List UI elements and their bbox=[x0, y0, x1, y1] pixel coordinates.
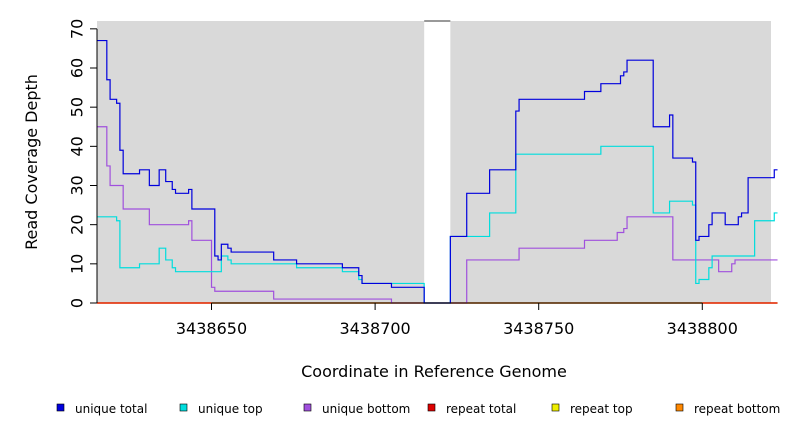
legend-swatch bbox=[179, 403, 188, 412]
legend-label: repeat top bbox=[570, 402, 633, 416]
legend-label: unique top bbox=[198, 402, 263, 416]
y-tick-label: 30 bbox=[68, 175, 87, 195]
legend-swatch bbox=[675, 403, 684, 412]
legend: unique total unique top unique bottom repea… bbox=[56, 402, 780, 416]
y-tick-label: 0 bbox=[68, 298, 87, 308]
legend-label: unique bottom bbox=[322, 402, 410, 416]
series-unique-total bbox=[97, 39, 778, 304]
y-tick-label: 70 bbox=[68, 19, 87, 39]
plot-panel-right bbox=[450, 21, 771, 303]
legend-swatch bbox=[56, 403, 65, 412]
y-tick-label: 40 bbox=[68, 136, 87, 156]
legend-item: repeat top bbox=[551, 402, 633, 416]
legend-item: repeat total bbox=[427, 402, 516, 416]
legend-swatch bbox=[551, 403, 560, 412]
y-axis-title: Read Coverage Depth bbox=[22, 74, 41, 250]
plot-panel-left bbox=[97, 21, 425, 303]
legend-item: unique top bbox=[179, 402, 263, 416]
legend-label: unique total bbox=[75, 402, 147, 416]
legend-label: repeat bottom bbox=[694, 402, 780, 416]
x-tick-label: 3438700 bbox=[339, 319, 410, 338]
y-tick-label: 20 bbox=[68, 214, 87, 234]
y-tick-label: 50 bbox=[68, 97, 87, 117]
legend-swatch bbox=[427, 403, 436, 412]
x-tick-label: 3438650 bbox=[176, 319, 247, 338]
x-axis-title: Coordinate in Reference Genome bbox=[301, 362, 567, 381]
legend-item: repeat bottom bbox=[675, 402, 780, 416]
y-tick-label: 60 bbox=[68, 58, 87, 78]
x-tick-label: 3438750 bbox=[503, 319, 574, 338]
legend-label: repeat total bbox=[446, 402, 516, 416]
legend-swatch bbox=[303, 403, 312, 412]
series-unique-top bbox=[97, 145, 778, 304]
x-tick-label: 3438800 bbox=[667, 319, 738, 338]
legend-item: unique bottom bbox=[303, 402, 410, 416]
legend-item: unique total bbox=[56, 402, 147, 416]
axes: 0 10 20 30 40 50 60 70 3438650 3438700 3438750 3438… bbox=[68, 19, 738, 338]
y-tick-label: 10 bbox=[68, 254, 87, 274]
plot-background bbox=[97, 21, 771, 303]
